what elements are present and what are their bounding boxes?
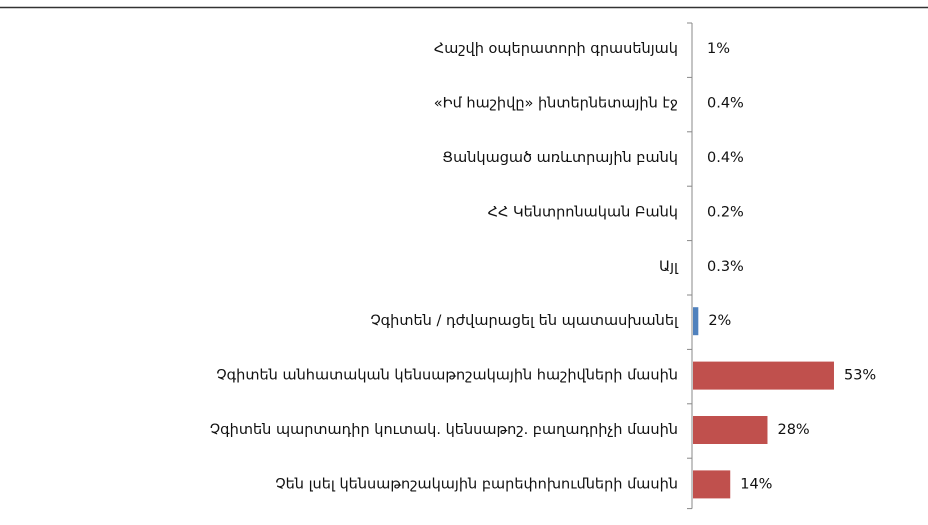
value-label: 0.3%: [707, 259, 744, 275]
value-label: 53%: [844, 368, 876, 384]
category-label: Չեն լսել կենսաթոշակային բարեփոխումների մ…: [275, 476, 678, 492]
value-label: 0.4%: [707, 150, 744, 166]
value-label: 2%: [708, 313, 731, 329]
bar: [693, 470, 731, 499]
bar: [693, 416, 768, 444]
value-label: 28%: [777, 422, 809, 438]
bar: [693, 35, 696, 64]
bar: [693, 144, 695, 172]
value-label: 0.2%: [707, 204, 744, 220]
category-label: Հաշվի օպերատորի գրասենյակ: [434, 41, 678, 57]
value-label: 14%: [740, 476, 772, 492]
value-label: 1%: [707, 41, 730, 57]
bar: [693, 89, 695, 118]
bar: [693, 252, 694, 281]
category-label: Այլ: [659, 259, 679, 275]
category-label: Չգիտեն / դժվարացել են պատասխանել: [370, 313, 679, 329]
category-label: Ցանկացած առևտրային բանկ: [442, 150, 678, 166]
category-label: «Իմ հաշիվը» ինտերնետային էջ: [434, 96, 678, 112]
bar: [693, 307, 699, 336]
category-label: ՀՀ Կենտրոնական Բանկ: [488, 204, 678, 220]
category-label: Չգիտեն անհատական կենսաթոշակային հաշիվներ…: [216, 368, 678, 384]
bar: [693, 361, 834, 390]
category-label: Չգիտեն պարտադիր կուտակ. կենսաթոշ. բաղադր…: [210, 422, 678, 438]
bar: [693, 198, 694, 227]
value-label: 0.4%: [707, 96, 744, 112]
